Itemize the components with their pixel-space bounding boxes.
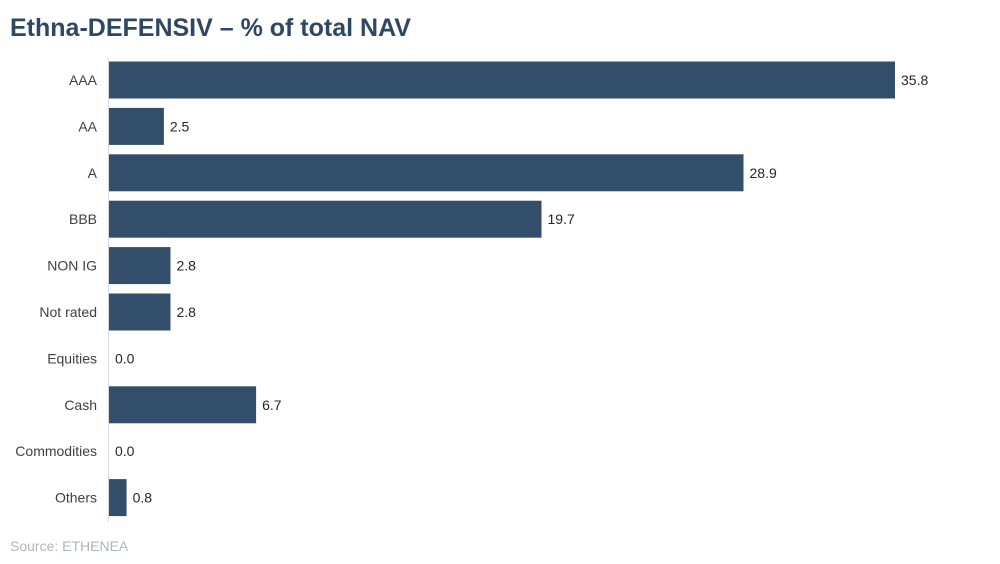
value-label: 2.8: [176, 304, 196, 320]
category-label: AAA: [69, 72, 98, 88]
source-note: Source: ETHENEA: [10, 538, 129, 554]
category-label: Commodities: [15, 443, 97, 459]
value-label: 35.8: [901, 72, 928, 88]
value-label: 2.5: [170, 118, 190, 134]
value-label: 0.8: [133, 490, 153, 506]
value-label: 19.7: [548, 211, 575, 227]
category-label: NON IG: [47, 258, 97, 274]
value-label: 28.9: [750, 165, 777, 181]
chart-title: Ethna-DEFENSIV – % of total NAV: [10, 14, 411, 42]
bar: [109, 247, 171, 285]
value-label: 0.0: [115, 350, 135, 366]
category-label: Equities: [47, 350, 97, 366]
bar: [109, 293, 171, 331]
bar: [109, 154, 744, 192]
category-label: Not rated: [39, 304, 97, 320]
bars-group: AAA 35.8 AA 2.5 A 28.9 BBB 19.7 NON IG 2.8 Not rat…: [15, 61, 928, 517]
category-label: AA: [78, 118, 97, 134]
bar: [109, 479, 127, 517]
category-label: BBB: [69, 211, 97, 227]
bar: [109, 386, 257, 424]
category-label: A: [88, 165, 98, 181]
value-label: 6.7: [262, 397, 282, 413]
category-label: Others: [55, 490, 97, 506]
bar: [109, 200, 542, 238]
value-label: 0.0: [115, 443, 135, 459]
bar: [109, 61, 895, 99]
category-label: Cash: [64, 397, 97, 413]
value-label: 2.8: [176, 258, 196, 274]
bar: [109, 107, 164, 145]
